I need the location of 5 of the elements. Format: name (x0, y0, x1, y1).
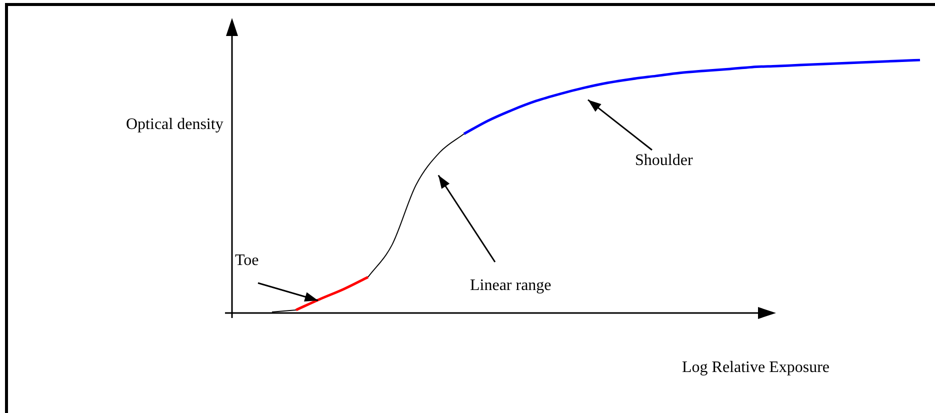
annotation: Shoulder (635, 152, 694, 169)
x-axis-title: Log Relative Exposure (682, 359, 830, 377)
text: Toe (235, 252, 259, 269)
annotation: Linear range (470, 277, 552, 294)
y-axis-title: Optical density (126, 116, 224, 134)
